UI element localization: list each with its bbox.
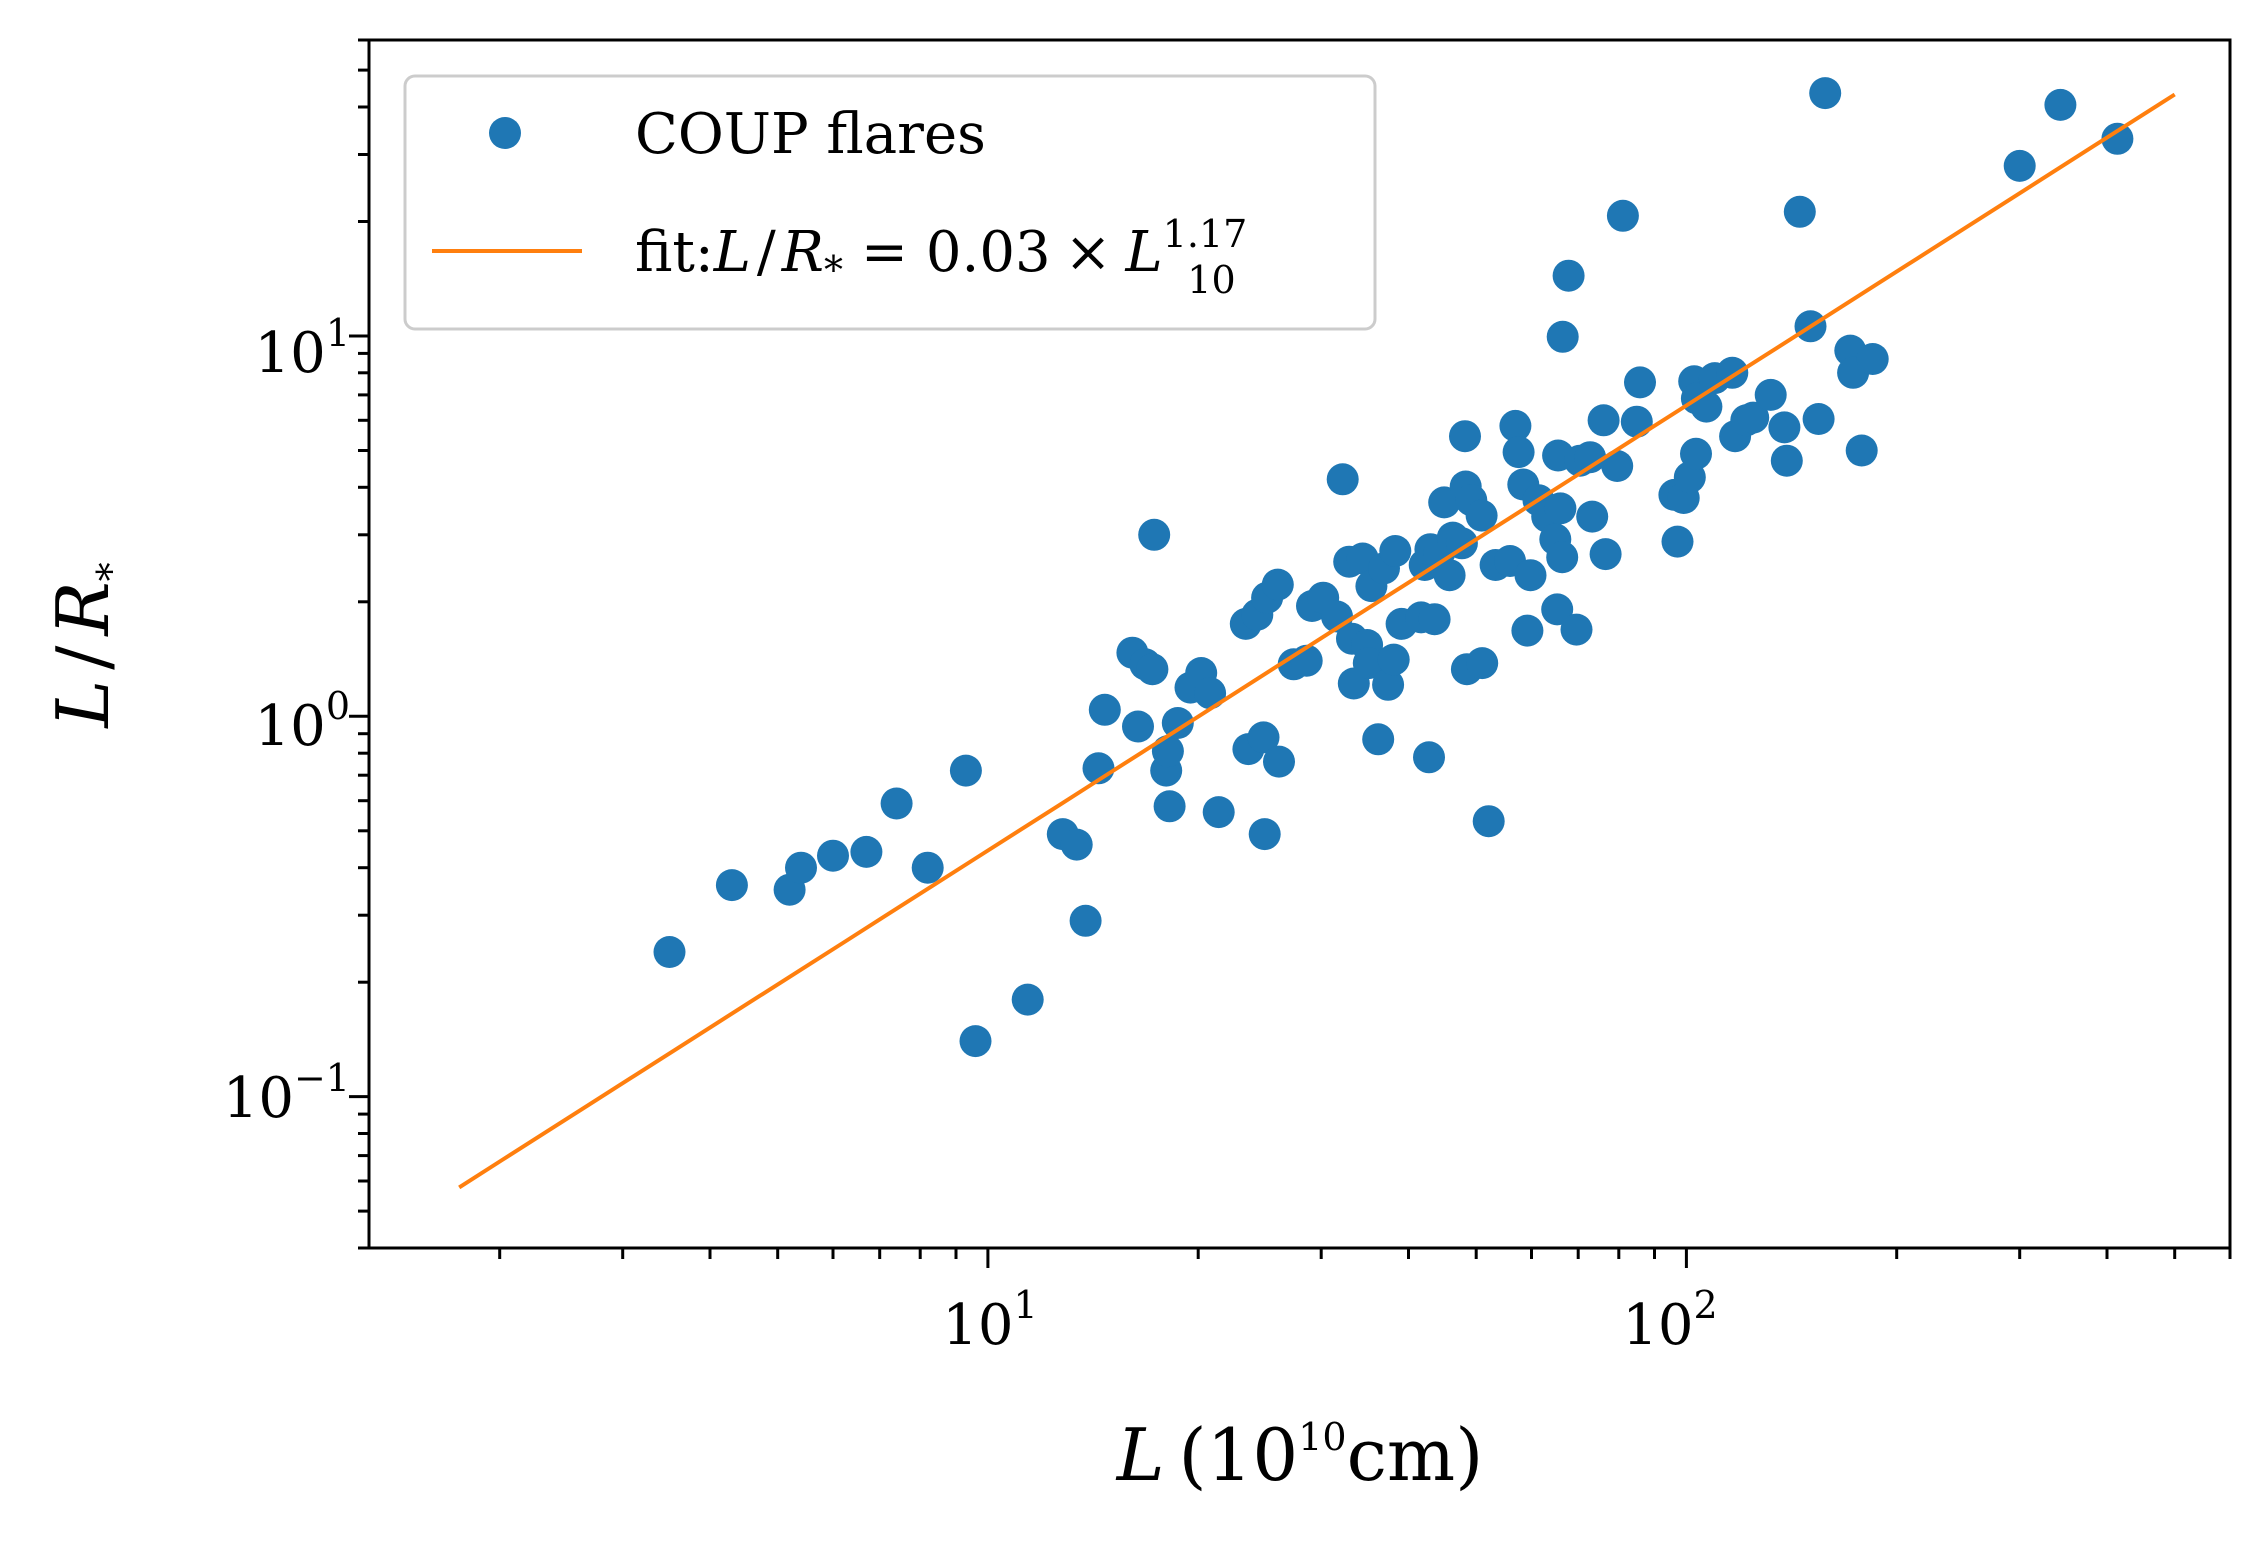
data-point-3 — [785, 851, 817, 884]
data-point-88 — [1552, 259, 1585, 292]
data-point-1 — [715, 869, 748, 902]
data-point-0 — [653, 936, 686, 968]
x-axis-label: L (1010cm) — [1115, 1413, 1484, 1497]
data-point-117 — [1802, 403, 1835, 435]
y-tick-label-0.1: 10−1 — [223, 1056, 350, 1131]
data-point-92 — [1576, 500, 1609, 533]
data-point-122 — [1856, 343, 1889, 375]
axis-ticks — [349, 38, 2232, 1268]
data-point-114 — [1770, 444, 1803, 477]
plot-frame — [367, 38, 2232, 1250]
data-point-5 — [850, 835, 883, 868]
data-point-70 — [1465, 499, 1498, 532]
data-point-124 — [2044, 88, 2077, 121]
data-point-12 — [1060, 828, 1093, 861]
data-point-111 — [1737, 401, 1770, 434]
data-point-93 — [1587, 404, 1620, 437]
data-point-48 — [1352, 647, 1385, 680]
data-point-65 — [1445, 527, 1478, 560]
data-point-35 — [1261, 568, 1294, 601]
data-point-121 — [1845, 434, 1878, 467]
data-point-17 — [1122, 710, 1154, 743]
data-point-83 — [1541, 593, 1574, 626]
data-point-10 — [1011, 983, 1044, 1016]
data-point-97 — [1620, 405, 1653, 438]
data-point-13 — [1069, 904, 1102, 937]
data-point-125 — [2101, 122, 2134, 155]
data-point-94 — [1589, 538, 1622, 571]
data-point-24 — [1161, 707, 1194, 739]
data-point-71 — [1466, 647, 1499, 680]
data-point-118 — [1809, 77, 1842, 110]
y-tick-label-1: 100 — [255, 684, 350, 759]
x-tick-label-100: 102 — [1622, 1283, 1717, 1358]
data-point-100 — [1661, 525, 1694, 558]
data-point-20 — [1138, 518, 1171, 551]
data-point-9 — [959, 1025, 992, 1058]
y-axis-label: L/R* — [41, 562, 133, 729]
data-point-106 — [1690, 390, 1723, 423]
legend-box — [403, 74, 1377, 331]
data-point-54 — [1379, 535, 1412, 567]
data-point-42 — [1326, 463, 1359, 496]
data-point-79 — [1514, 559, 1547, 592]
data-point-33 — [1248, 818, 1281, 851]
x-tick-label-10: 101 — [942, 1283, 1037, 1358]
data-point-113 — [1768, 411, 1801, 444]
legend-fit-label: fit:L / R* = 0.03 × L1.17 10 — [635, 212, 1247, 302]
data-point-63 — [1433, 559, 1466, 592]
data-point-19 — [1136, 653, 1169, 686]
data-point-86 — [1546, 541, 1579, 574]
data-point-23 — [1153, 790, 1186, 823]
data-point-28 — [1202, 796, 1235, 829]
data-point-115 — [1783, 195, 1816, 228]
fit-line — [458, 92, 2176, 1190]
data-point-104 — [1680, 437, 1712, 470]
data-point-58 — [1413, 741, 1445, 774]
legend: COUP flares fit:L / R* = 0.03 × L1.17 10 — [403, 74, 1377, 331]
data-point-72 — [1472, 805, 1505, 838]
data-point-52 — [1372, 668, 1405, 701]
data-point-75 — [1499, 409, 1532, 442]
data-point-91 — [1574, 441, 1607, 474]
data-point-15 — [1088, 693, 1121, 726]
data-point-22 — [1151, 735, 1184, 768]
data-point-53 — [1377, 643, 1410, 676]
data-point-123 — [2003, 149, 2036, 182]
data-point-98 — [1624, 366, 1656, 399]
data-point-95 — [1601, 450, 1634, 482]
data-point-50 — [1362, 723, 1395, 756]
data-point-6 — [880, 787, 913, 820]
data-point-78 — [1511, 614, 1544, 647]
data-point-32 — [1247, 721, 1280, 754]
data-point-66 — [1449, 420, 1481, 453]
legend-scatter-marker — [489, 117, 521, 149]
scatter-series — [653, 77, 2134, 1058]
y-tick-label-10: 101 — [255, 311, 350, 386]
data-point-85 — [1544, 492, 1577, 525]
data-point-89 — [1560, 613, 1593, 646]
data-point-4 — [817, 839, 849, 872]
data-point-60 — [1418, 603, 1451, 636]
data-point-96 — [1606, 199, 1639, 232]
legend-scatter-label: COUP flares — [635, 102, 986, 167]
data-point-27 — [1194, 677, 1227, 710]
plot-marks — [458, 77, 2176, 1190]
data-point-112 — [1754, 378, 1787, 411]
data-point-7 — [911, 851, 944, 884]
data-point-36 — [1263, 745, 1295, 778]
data-point-8 — [949, 754, 982, 787]
data-point-76 — [1502, 436, 1535, 469]
data-point-87 — [1546, 320, 1579, 353]
